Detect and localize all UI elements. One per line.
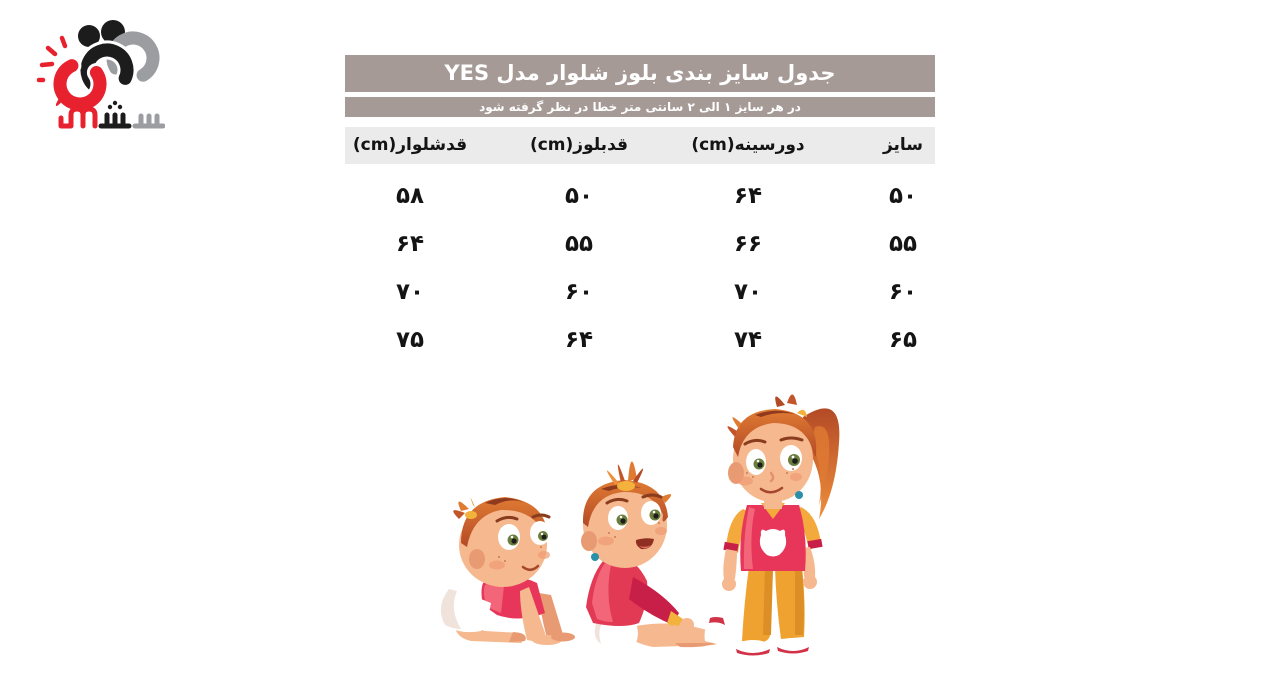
page-title: جدول سایز بندی بلوز شلوار مدل YES	[345, 55, 935, 92]
column-header-size: سایز	[882, 135, 924, 155]
cell-size: ۵۵	[888, 231, 918, 257]
brand-logo	[36, 20, 165, 129]
table-body: ۵۰ ۶۴ ۵۰ ۵۸ ۵۵ ۶۶ ۵۵ ۶۴ ۶۰ ۷۰ ۶۰ ۷۰ ۶۵ ۷…	[345, 172, 935, 364]
logo-crescent-gray-icon	[106, 31, 160, 85]
table-row: ۵۵ ۶۶ ۵۵ ۶۴	[345, 220, 935, 268]
logo-script-gray-icon	[132, 113, 165, 129]
cell-blouse-length: ۵۰	[564, 183, 594, 209]
logo-rays-icon	[36, 35, 68, 83]
table-row: ۵۰ ۶۴ ۵۰ ۵۸	[345, 172, 935, 220]
standing-girl-illustration	[722, 394, 840, 656]
cell-size: ۶۰	[888, 279, 918, 305]
cell-pants-length: ۷۵	[395, 327, 425, 353]
cell-blouse-length: ۶۰	[564, 279, 594, 305]
table-row: ۶۰ ۷۰ ۶۰ ۷۰	[345, 268, 935, 316]
table-row: ۶۵ ۷۴ ۶۴ ۷۵	[345, 316, 935, 364]
table-header-row: سایز دورسینه(cm) قدبلوز(cm) قدشلوار(cm)	[345, 127, 935, 164]
column-header-blouse-length: قدبلوز(cm)	[529, 135, 629, 155]
cell-chest: ۶۶	[733, 231, 763, 257]
logo-dot-icon	[78, 25, 100, 47]
cell-pants-length: ۶۴	[395, 231, 425, 257]
cell-chest: ۷۴	[733, 327, 763, 353]
cell-size: ۵۰	[888, 183, 918, 209]
column-header-chest: دورسینه(cm)	[691, 135, 805, 155]
size-chart: جدول سایز بندی بلوز شلوار مدل YES در هر …	[345, 55, 935, 364]
logo-script-black-icon	[98, 100, 132, 129]
column-header-pants-length: قدشلوار(cm)	[352, 135, 468, 155]
logo-crescent-red-icon	[50, 54, 110, 114]
crawling-baby-illustration	[440, 497, 575, 645]
cell-blouse-length: ۵۵	[564, 231, 594, 257]
cell-size: ۶۵	[888, 327, 918, 353]
cell-blouse-length: ۶۴	[564, 327, 594, 353]
cell-chest: ۷۰	[733, 279, 763, 305]
growing-children-illustration	[440, 394, 840, 656]
sitting-toddler-illustration	[581, 461, 729, 648]
cell-pants-length: ۵۸	[395, 183, 425, 209]
logo-script-red-icon	[58, 106, 98, 129]
cell-pants-length: ۷۰	[395, 279, 425, 305]
page-subtitle: در هر سایز ۱ الی ۲ سانتی متر خطا در نظر …	[345, 97, 935, 117]
cell-chest: ۶۴	[733, 183, 763, 209]
